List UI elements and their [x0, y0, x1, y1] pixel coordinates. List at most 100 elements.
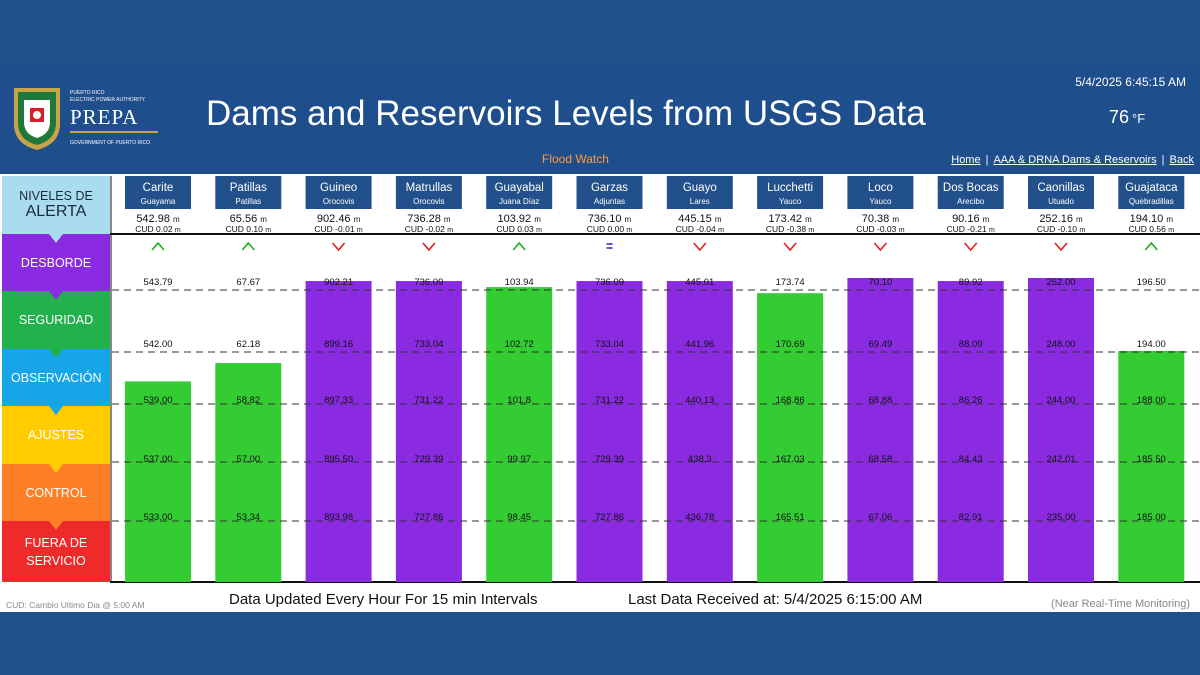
trend-down-icon: [331, 242, 346, 252]
reservoir-level: 902.46 m: [317, 213, 361, 225]
reservoir-level: 70.38 m: [862, 213, 900, 225]
cud-unit: m: [1079, 227, 1085, 234]
reservoir-level: 103.92 m: [498, 213, 542, 225]
trend-up-icon: [241, 241, 255, 251]
reservoir-town: Yauco: [869, 197, 892, 206]
reservoir-town: Guayama: [141, 197, 176, 206]
header-bar: PUERTO RICO ELECTRIC POWER AUTHORITY PRE…: [0, 66, 1200, 174]
reservoir-name-box: [576, 176, 643, 209]
level-unit: m: [892, 215, 899, 224]
threshold-label: 895.50: [324, 454, 353, 465]
temperature-display: 76 °F: [1109, 107, 1145, 128]
bar-caonillas: [1028, 278, 1094, 582]
trend-down-icon: [422, 242, 436, 252]
threshold-label: 68.88: [869, 395, 893, 406]
reservoir-town: Juana Díaz: [499, 197, 539, 206]
puerto-rico-seal-icon: [14, 88, 60, 150]
back-link[interactable]: Back: [1169, 154, 1194, 166]
threshold-label: 537.00: [143, 454, 172, 465]
threshold-label: 70.10: [869, 277, 893, 288]
alert-level-label: DESBORDE: [20, 255, 92, 270]
reservoir-town: Utuado: [1048, 197, 1074, 206]
bar-loco: [847, 278, 914, 582]
reservoir-cud: CUD 0.56 m: [1129, 224, 1175, 234]
reservoir-town: Yauco: [779, 197, 802, 206]
nav-links: Home | AAA & DRNA Dams & Reservoirs | Back: [951, 154, 1194, 166]
temperature-unit: °F: [1132, 111, 1146, 126]
threshold-label: 89.92: [959, 277, 983, 288]
cud-unit: m: [626, 227, 632, 234]
reservoir-name: Guajataca: [1125, 182, 1178, 194]
threshold-label: 729.39: [414, 454, 443, 465]
legend-header: NIVELES DE ALERTA: [2, 176, 110, 234]
reservoir-cud: CUD -0.21 m: [947, 224, 996, 234]
alert-level-label: OBSERVACIÓN: [11, 370, 102, 385]
threshold-label: 736.09: [595, 277, 624, 288]
page-title: Dams and Reservoirs Levels from USGS Dat…: [206, 94, 926, 133]
threshold-label: 68.58: [869, 454, 893, 465]
dams-reservoirs-link[interactable]: AAA & DRNA Dams & Reservoirs: [993, 154, 1157, 166]
threshold-label: 53.34: [236, 512, 260, 523]
level-arrow-icon: [49, 521, 63, 530]
threshold-label: 167.03: [776, 454, 805, 465]
cud-unit: m: [899, 227, 905, 234]
reservoir-level: 252.16 m: [1039, 213, 1083, 225]
threshold-label: 103.94: [505, 277, 534, 288]
reservoir-level: 65.56 m: [230, 213, 268, 225]
threshold-label: 170.69: [776, 339, 805, 350]
reservoir-name: Guayabal: [495, 182, 544, 194]
threshold-label: 67.06: [869, 512, 893, 523]
reservoir-name-box: [305, 176, 372, 209]
reservoir-town: Patillas: [235, 197, 261, 206]
threshold-label: 252.00: [1046, 277, 1075, 288]
level-unit: m: [534, 215, 541, 224]
reservoir-name-box: [1028, 176, 1094, 209]
logo-line1: PUERTO RICO: [70, 90, 105, 96]
temperature-value: 76: [1109, 107, 1130, 127]
reservoir-name-box: [125, 176, 191, 209]
alert-level-5: CONTROL: [2, 464, 110, 530]
bar-guajataca: [1118, 350, 1185, 582]
cud-unit: m: [1168, 227, 1174, 234]
reservoir-town: Adjuntas: [594, 197, 625, 206]
level-arrow-icon: [49, 406, 63, 415]
trend-up-icon: [1144, 241, 1158, 251]
threshold-label: 445.01: [685, 277, 714, 288]
monitoring-note: (Near Real-Time Monitoring): [1051, 598, 1190, 610]
logo-line2: ELECTRIC POWER AUTHORITY: [70, 97, 146, 103]
threshold-label: 438.3: [688, 454, 712, 465]
threshold-label: 188.00: [1137, 395, 1166, 406]
reservoir-level: 173.42 m: [768, 213, 812, 225]
level-unit: m: [1076, 215, 1083, 224]
bar-lucchetti: [757, 293, 824, 582]
threshold-label: 893.98: [324, 512, 353, 523]
threshold-label: 733.04: [414, 339, 443, 350]
trend-up-icon: [151, 241, 165, 251]
level-unit: m: [1166, 215, 1173, 224]
alert-level-label: SEGURIDAD: [18, 313, 94, 327]
alert-level-2: SEGURIDAD: [2, 291, 110, 358]
level-unit: m: [805, 215, 812, 224]
threshold-label: 98.45: [507, 512, 531, 523]
level-arrow-icon: [49, 464, 63, 473]
reservoir-name-box: [666, 176, 733, 209]
cud-unit: m: [357, 227, 363, 234]
threshold-label: 436.78: [685, 512, 714, 523]
reservoir-town: Arecibo: [957, 197, 985, 206]
reservoir-name: Dos Bocas: [943, 182, 999, 194]
bar-carite: [125, 381, 191, 582]
reservoir-cud: CUD 0.10 m: [226, 224, 272, 234]
reservoir-cud: CUD -0.02 m: [405, 224, 454, 234]
threshold-label: 244.00: [1046, 395, 1075, 406]
threshold-label: 102.72: [505, 339, 534, 350]
reservoir-level: 736.10 m: [588, 213, 632, 225]
reservoir-name: Guayo: [683, 182, 717, 194]
threshold-label: 185.00: [1137, 512, 1166, 523]
home-link[interactable]: Home: [951, 154, 981, 166]
threshold-label: 731.22: [414, 395, 443, 406]
cud-unit: m: [536, 227, 542, 234]
threshold-label: 736.09: [414, 277, 443, 288]
reservoir-name: Matrullas: [406, 182, 453, 194]
bar-patillas: [215, 363, 282, 582]
threshold-label: 902.21: [324, 277, 353, 288]
